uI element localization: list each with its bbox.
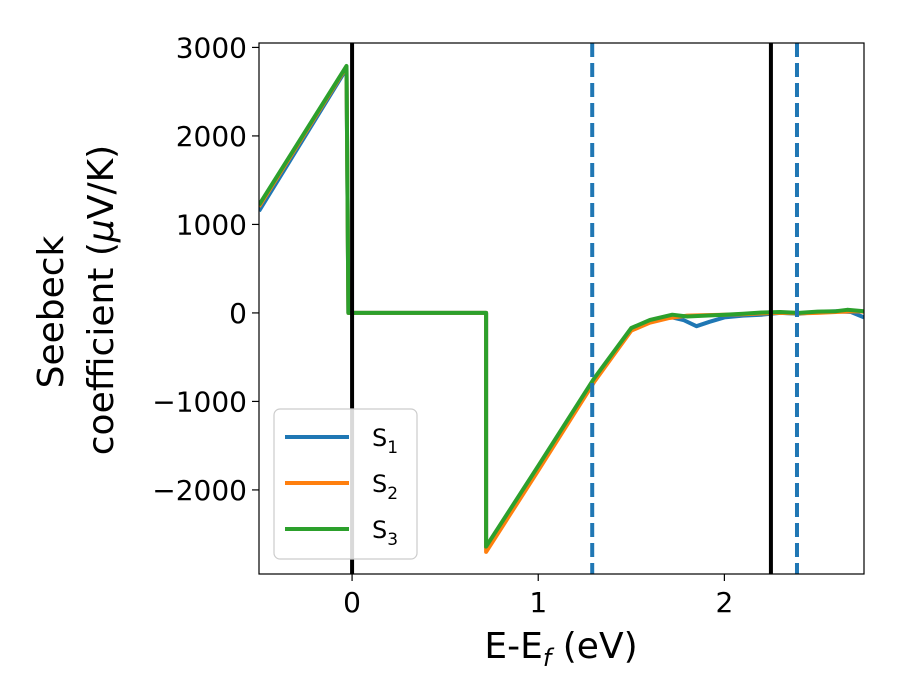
x-axis-label: E-Ef (eV) <box>484 626 637 672</box>
y-tick-label: 0 <box>229 297 247 330</box>
axes-frame <box>258 42 865 575</box>
legend-label-s1: S1 <box>372 424 398 458</box>
legend-label-s2: S2 <box>372 470 398 504</box>
legend-label-s3: S3 <box>372 516 398 550</box>
y-axis-label-line2: coefficient (μV/K) <box>81 145 122 455</box>
plot-area <box>259 43 864 574</box>
x-tick-label: 0 <box>343 586 361 619</box>
y-tick-label: 3000 <box>176 31 247 64</box>
legend: S1 S2 S3 <box>273 408 418 560</box>
y-tick-label: 1000 <box>176 208 247 241</box>
x-tick-label: 1 <box>529 586 547 619</box>
y-tick-label: −2000 <box>152 474 247 507</box>
series-line-s3 <box>259 64 864 549</box>
y-tick-label: −1000 <box>152 385 247 418</box>
y-tick-label: 2000 <box>176 120 247 153</box>
axes: 0 1 2 −2000 −1000 0 1000 2000 3000 <box>152 31 865 619</box>
x-tick-label: 2 <box>715 586 733 619</box>
axis-labels: E-Ef (eV) Seebeck coefficient (μV/K) <box>31 145 638 672</box>
y-axis-label-line1: Seebeck <box>31 235 72 388</box>
